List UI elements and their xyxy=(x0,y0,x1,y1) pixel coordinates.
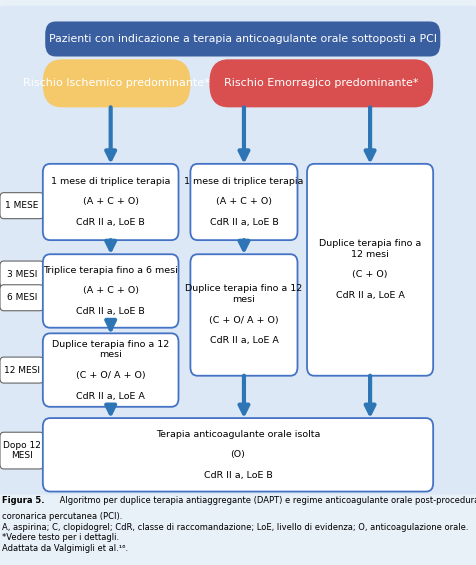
FancyBboxPatch shape xyxy=(307,164,433,376)
FancyBboxPatch shape xyxy=(0,193,44,219)
FancyBboxPatch shape xyxy=(209,59,433,107)
Text: 12 MESI: 12 MESI xyxy=(4,366,40,375)
FancyBboxPatch shape xyxy=(190,164,298,240)
Text: coronarica percutanea (PCI).
A, aspirina; C, clopidogrel; CdR, classe di raccoma: coronarica percutanea (PCI). A, aspirina… xyxy=(2,512,469,553)
Text: Pazienti con indicazione a terapia anticoagulante orale sottoposti a PCI: Pazienti con indicazione a terapia antic… xyxy=(49,34,437,44)
FancyBboxPatch shape xyxy=(190,254,298,376)
FancyBboxPatch shape xyxy=(0,6,476,494)
FancyBboxPatch shape xyxy=(43,254,179,328)
FancyBboxPatch shape xyxy=(0,432,44,469)
FancyBboxPatch shape xyxy=(43,59,190,107)
FancyBboxPatch shape xyxy=(45,21,440,56)
FancyBboxPatch shape xyxy=(43,418,433,492)
Text: 3 MESI: 3 MESI xyxy=(7,270,37,279)
Text: Duplice terapia fino a 12
mesi

(C + O/ A + O)

CdR II a, LoE A: Duplice terapia fino a 12 mesi (C + O/ A… xyxy=(185,285,303,345)
Text: Duplice terapia fino a
12 mesi

(C + O)

CdR II a, LoE A: Duplice terapia fino a 12 mesi (C + O) C… xyxy=(319,240,421,300)
FancyBboxPatch shape xyxy=(43,333,179,407)
Text: Algoritmo per duplice terapia antiaggregante (DAPT) e regime anticoagulante oral: Algoritmo per duplice terapia antiaggreg… xyxy=(57,496,476,505)
Text: Rischio Ischemico predominante*: Rischio Ischemico predominante* xyxy=(23,79,210,88)
Text: 6 MESI: 6 MESI xyxy=(7,293,37,302)
Text: Triplice terapia fino a 6 mesi

(A + C + O)

CdR II a, LoE B: Triplice terapia fino a 6 mesi (A + C + … xyxy=(43,266,178,316)
Text: Rischio Emorragico predominante*: Rischio Emorragico predominante* xyxy=(224,79,418,88)
Text: 1 mese di triplice terapia

(A + C + O)

CdR II a, LoE B: 1 mese di triplice terapia (A + C + O) C… xyxy=(184,177,304,227)
FancyBboxPatch shape xyxy=(0,261,44,287)
Text: Duplice terapia fino a 12
mesi

(C + O/ A + O)

CdR II a, LoE A: Duplice terapia fino a 12 mesi (C + O/ A… xyxy=(52,340,169,401)
FancyBboxPatch shape xyxy=(43,164,179,240)
FancyBboxPatch shape xyxy=(0,285,44,311)
Text: Terapia anticoagulante orale isolta

(O)

CdR II a, LoE B: Terapia anticoagulante orale isolta (O) … xyxy=(156,429,320,480)
Text: 1 MESE: 1 MESE xyxy=(5,201,39,210)
FancyBboxPatch shape xyxy=(0,357,44,383)
Text: Figura 5.: Figura 5. xyxy=(2,496,45,505)
Text: Dopo 12
MESI: Dopo 12 MESI xyxy=(3,441,41,460)
Text: 1 mese di triplice terapia

(A + C + O)

CdR II a, LoE B: 1 mese di triplice terapia (A + C + O) C… xyxy=(51,177,170,227)
